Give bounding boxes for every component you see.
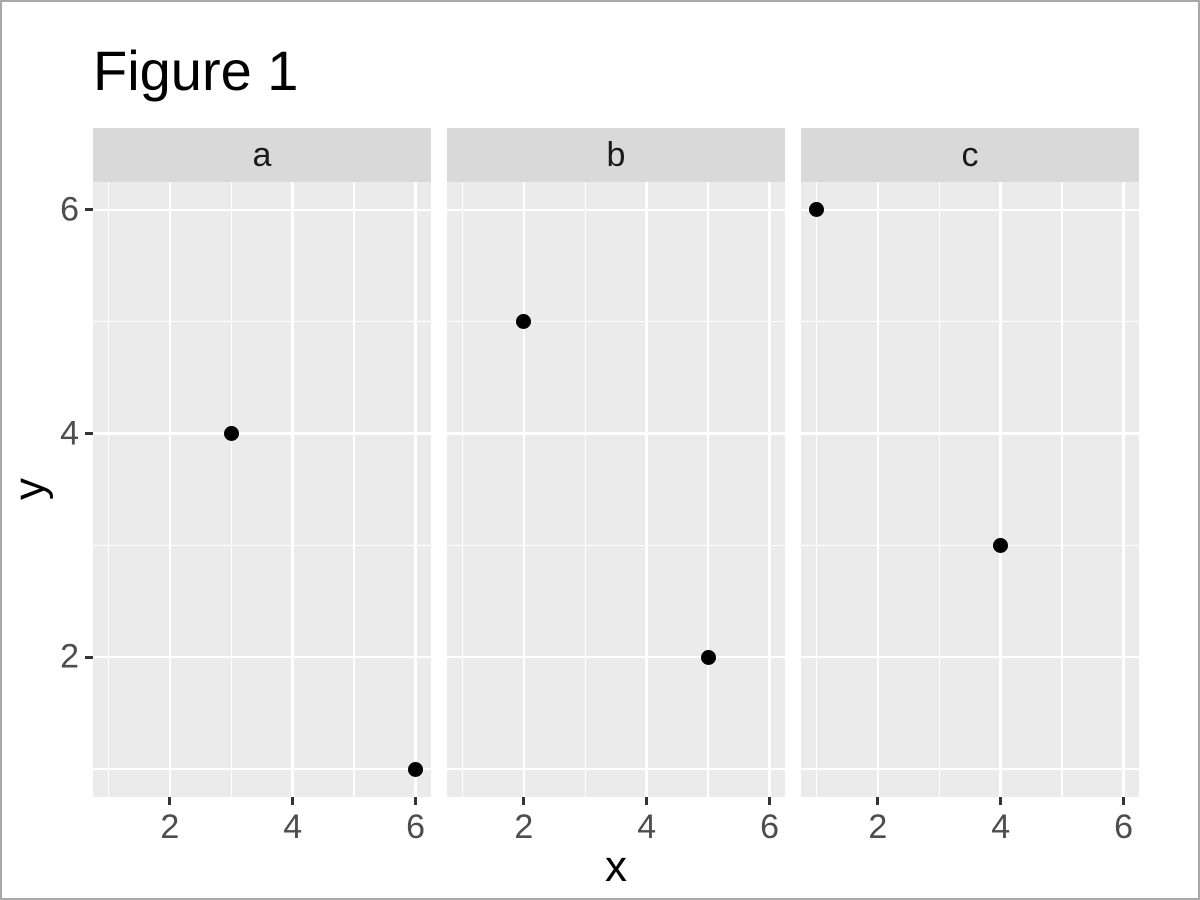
data-point [808,202,824,218]
gridline-major-vertical [291,182,294,797]
gridline-major-vertical [876,182,880,797]
y-tick-mark [85,432,93,436]
gridline-major-vertical [1122,182,1125,797]
x-tick-label: 2 [160,808,180,846]
x-tick-mark [1122,797,1126,805]
x-tick-label: 4 [991,808,1011,846]
x-tick-mark [414,797,418,805]
x-tick-label: 6 [760,808,780,846]
gridline-major-horizontal [801,208,1139,212]
y-tick-label: 4 [60,414,79,453]
gridline-minor-vertical [353,182,355,797]
facet-panel-b [447,182,785,797]
y-axis-title: y [5,478,54,500]
x-tick-label: 4 [637,808,657,846]
gridline-minor-horizontal [93,321,431,323]
gridline-minor-vertical [230,182,232,797]
gridline-minor-horizontal [447,321,785,323]
gridline-major-vertical [645,182,648,797]
gridline-major-horizontal [93,655,431,659]
facet-strip-label: c [961,135,979,174]
gridline-major-horizontal [447,208,785,212]
gridline-minor-vertical [1061,182,1063,797]
gridline-major-horizontal [801,655,1139,659]
x-tick-mark [645,797,649,805]
x-axis-title: x [605,842,627,891]
y-tick-label: 6 [60,190,79,229]
gridline-major-vertical [168,182,172,797]
gridline-major-horizontal [447,432,785,435]
facet-panel-c [801,182,1139,797]
gridline-minor-horizontal [801,544,1139,547]
y-tick-mark [85,208,93,212]
gridline-major-vertical [999,182,1002,797]
gridline-minor-vertical [815,182,818,797]
data-point [408,761,424,777]
x-tick-label: 4 [283,808,303,846]
x-tick-mark [876,797,880,805]
data-point [223,426,239,442]
data-point [516,314,532,330]
x-tick-label: 6 [1114,808,1134,846]
x-tick-label: 2 [868,808,888,846]
facet-strip-b: b [447,128,785,182]
gridline-minor-horizontal [93,768,431,770]
gridline-minor-horizontal [93,544,431,547]
x-tick-mark [522,797,526,805]
gridline-minor-horizontal [447,544,785,547]
x-tick-mark [999,797,1003,805]
x-tick-label: 6 [406,808,426,846]
y-tick-mark [85,655,93,659]
gridline-major-vertical [414,182,417,797]
facet-strip-label: b [606,135,626,174]
gridline-minor-horizontal [801,768,1139,770]
gridline-minor-horizontal [801,321,1139,323]
facet-strip-a: a [93,128,431,182]
gridline-minor-vertical [461,182,464,797]
gridline-minor-horizontal [447,768,785,770]
data-point [700,649,716,665]
gridline-major-vertical [522,182,526,797]
gridline-minor-vertical [707,182,709,797]
y-tick-label: 2 [60,637,79,676]
gridline-minor-vertical [107,182,110,797]
facet-strip-label: a [252,135,272,174]
x-tick-mark [768,797,772,805]
facet-panel-a [93,182,431,797]
data-point [993,537,1009,553]
gridline-major-horizontal [93,208,431,212]
gridline-major-horizontal [447,655,785,659]
gridline-major-vertical [768,182,771,797]
x-tick-label: 2 [514,808,534,846]
x-tick-mark [291,797,295,805]
facet-strip-c: c [801,128,1139,182]
x-tick-mark [168,797,172,805]
figure-title: Figure 1 [93,39,299,102]
gridline-major-horizontal [801,432,1139,435]
gridline-minor-vertical [938,182,940,797]
gridline-major-horizontal [93,432,431,435]
gridline-minor-vertical [584,182,586,797]
